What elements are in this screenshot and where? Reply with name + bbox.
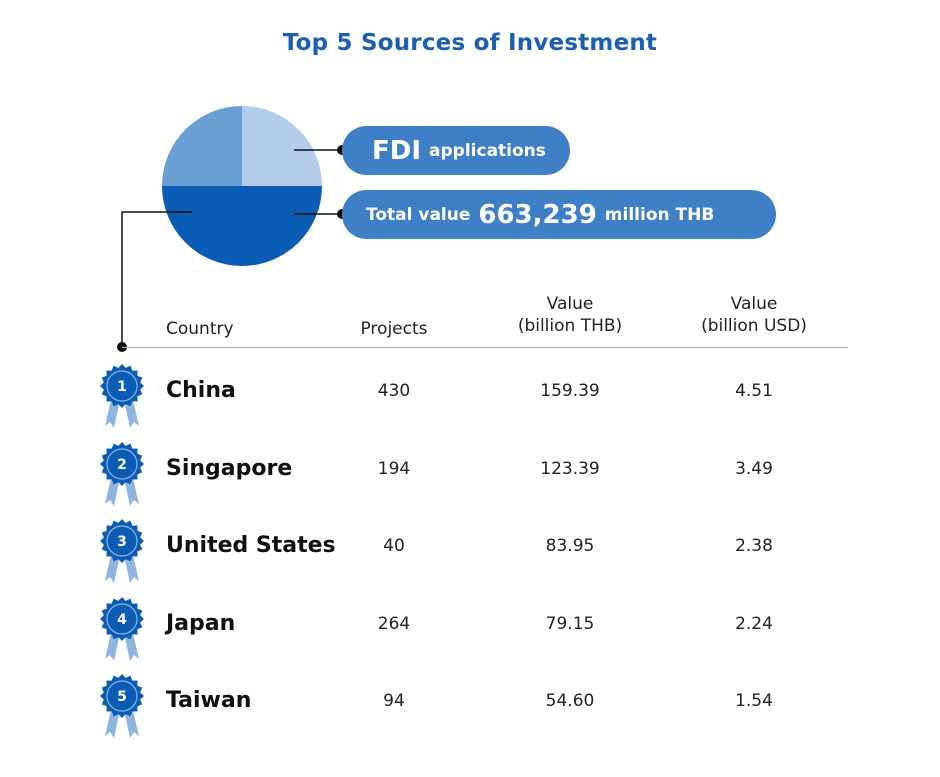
rank-ribbon-icon: 5 <box>96 672 148 742</box>
projects-value: 264 <box>377 614 411 634</box>
rosette-ring <box>106 603 138 635</box>
rank-number: 1 <box>117 379 127 395</box>
table-row: 1 China 430 159.39 4.51 <box>0 362 940 432</box>
rosette-ring <box>106 525 138 557</box>
pie-slice-top-left <box>162 106 242 186</box>
rosette-ring <box>106 680 138 712</box>
total-value: 663,239 <box>478 199 597 230</box>
rosette-ring <box>106 448 138 480</box>
header-country: Country <box>166 319 234 339</box>
value-thb: 54.60 <box>545 691 595 711</box>
total-prefix: Total value <box>366 204 471 225</box>
pie-chart <box>162 106 322 266</box>
page-title: Top 5 Sources of Investment <box>282 30 658 56</box>
rank-ribbon-icon: 4 <box>96 595 148 665</box>
rank-number: 4 <box>117 612 127 628</box>
projects-value: 194 <box>377 459 411 479</box>
rank-ribbon-icon: 1 <box>96 362 148 432</box>
fdi-sublabel: applications <box>429 140 546 161</box>
value-thb: 123.39 <box>540 459 600 479</box>
projects-value: 40 <box>383 536 405 556</box>
header-value-usd-line1: Value <box>730 294 778 314</box>
header-value-thb: Value (billion THB) <box>500 293 640 337</box>
projects-value: 430 <box>377 381 411 401</box>
fdi-label: FDI <box>372 135 422 166</box>
header-value-usd: Value (billion USD) <box>684 293 824 337</box>
header-value-thb-line2: (billion THB) <box>517 316 623 336</box>
value-thb: 79.15 <box>545 614 595 634</box>
table-row: 2 Singapore 194 123.39 3.49 <box>0 440 940 510</box>
country-name: Taiwan <box>166 688 252 713</box>
header-projects: Projects <box>360 319 428 339</box>
rank-number: 3 <box>117 534 127 550</box>
table-row: 5 Taiwan 94 54.60 1.54 <box>0 672 940 742</box>
country-name: Singapore <box>166 456 293 481</box>
value-usd: 2.38 <box>735 536 773 556</box>
total-value-callout: Total value 663,239 million THB <box>342 190 776 239</box>
pie-slice-top-right <box>242 106 322 186</box>
value-thb: 159.39 <box>540 381 600 401</box>
projects-value: 94 <box>383 691 405 711</box>
rosette-ring <box>106 370 138 402</box>
table-connector-line <box>121 211 192 347</box>
header-value-thb-line1: Value <box>546 294 594 314</box>
country-name: United States <box>166 533 336 558</box>
value-usd: 4.51 <box>735 381 773 401</box>
rank-ribbon-icon: 2 <box>96 440 148 510</box>
table-row: 4 Japan 264 79.15 2.24 <box>0 595 940 665</box>
header-divider <box>122 347 848 348</box>
value-thb: 83.95 <box>545 536 595 556</box>
header-value-usd-line2: (billion USD) <box>701 316 807 336</box>
value-usd: 1.54 <box>735 691 773 711</box>
value-usd: 3.49 <box>735 459 773 479</box>
value-usd: 2.24 <box>735 614 773 634</box>
rank-ribbon-icon: 3 <box>96 517 148 587</box>
pie-slice-bottom <box>162 186 322 266</box>
total-suffix: million THB <box>604 204 715 225</box>
fdi-callout: FDI applications <box>342 126 570 175</box>
rank-number: 5 <box>117 689 127 705</box>
country-name: China <box>166 378 236 403</box>
country-name: Japan <box>166 611 236 636</box>
table-row: 3 United States 40 83.95 2.38 <box>0 517 940 587</box>
rank-number: 2 <box>117 457 127 473</box>
